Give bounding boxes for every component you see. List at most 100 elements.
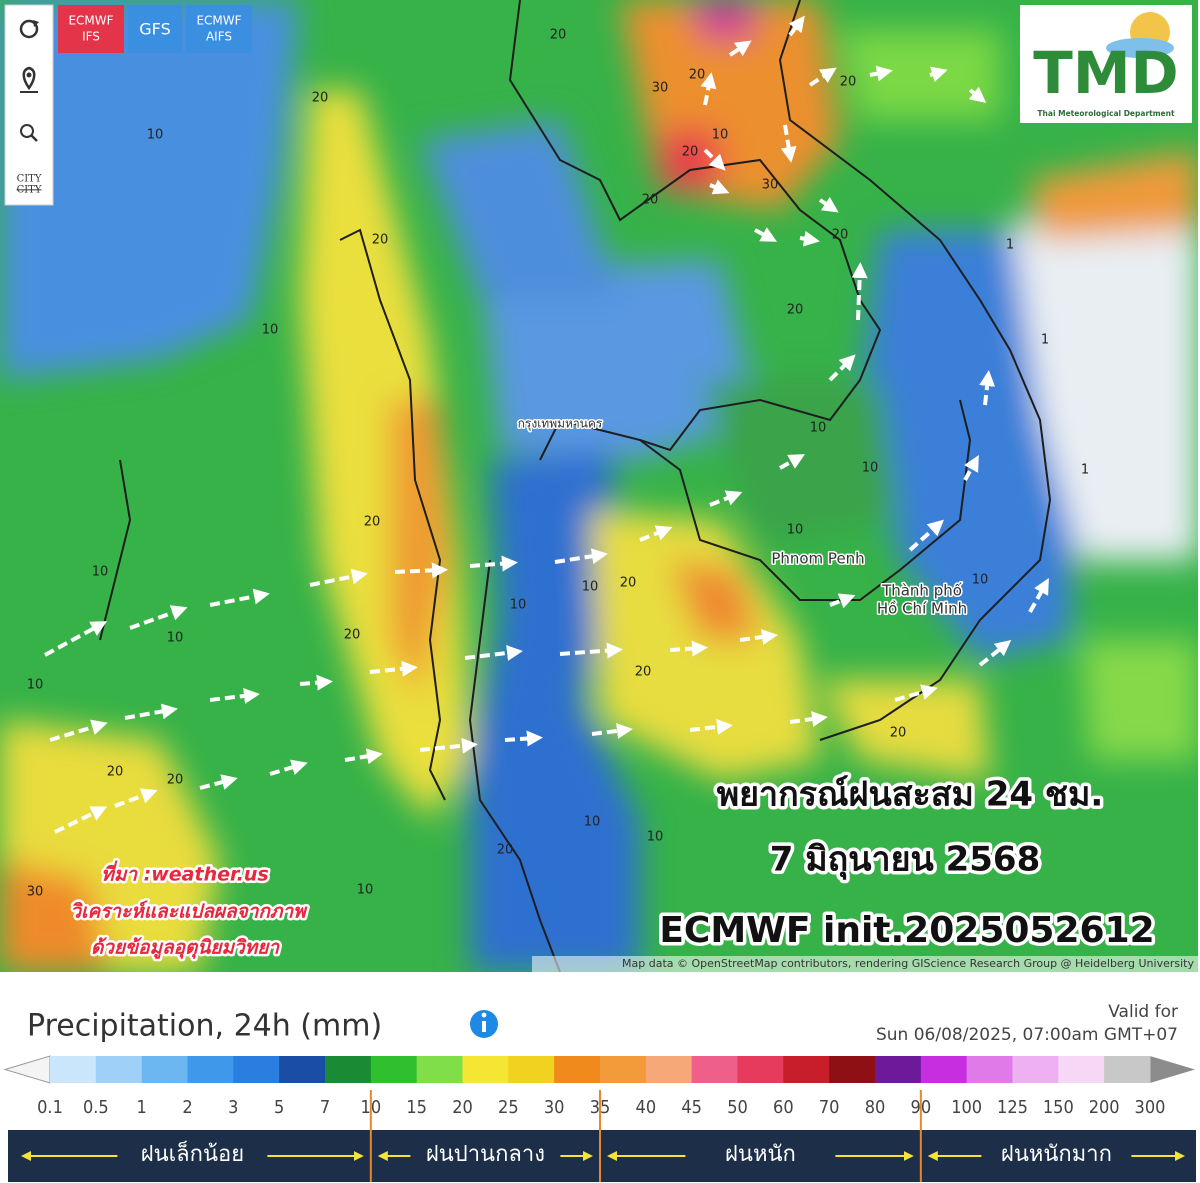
logo: TMD Thai Meteorological Department bbox=[1020, 5, 1192, 123]
city-button-alt[interactable]: CITY bbox=[17, 185, 42, 196]
wind-arrow bbox=[968, 86, 987, 103]
wind-arrow bbox=[54, 806, 108, 834]
contour-label: 10 bbox=[147, 128, 164, 143]
wind-arrow bbox=[908, 519, 944, 552]
wind-arrow bbox=[739, 629, 778, 645]
model-label[interactable]: AIFS bbox=[206, 30, 232, 44]
attribution: Map data © OpenStreetMap contributors, r… bbox=[622, 957, 1194, 970]
scale-swatch bbox=[1104, 1056, 1151, 1083]
wind-arrow bbox=[728, 40, 752, 57]
source-note: ที่มา :weather.us วิเคราะห์และแปลผลจากภา… bbox=[68, 858, 311, 962]
wind-arrow bbox=[44, 621, 108, 657]
contour-label: 1 bbox=[1041, 333, 1049, 348]
contour-label: 20 bbox=[642, 193, 659, 208]
contour-label: 20 bbox=[832, 228, 849, 243]
contour-label: 10 bbox=[262, 323, 279, 338]
contour-label: 20 bbox=[787, 303, 804, 318]
title-line: พยากรณ์ฝนสะสม 24 ชม. bbox=[717, 775, 1104, 815]
model-button[interactable] bbox=[186, 5, 252, 53]
contour-label: 20 bbox=[550, 28, 567, 43]
model-label[interactable]: GFS bbox=[139, 20, 170, 39]
wind-arrow bbox=[344, 748, 383, 765]
scale-label: 70 bbox=[819, 1097, 840, 1118]
wind-arrow bbox=[419, 737, 478, 754]
source-line: วิเคราะห์และแปลผลจากภาพ bbox=[70, 900, 308, 923]
wind-arrow bbox=[209, 688, 260, 704]
model-label[interactable]: IFS bbox=[82, 30, 100, 44]
model-button[interactable] bbox=[128, 5, 182, 53]
wind-arrow bbox=[464, 645, 523, 661]
source-line: ด้วยข้อมูลอุตุนิยมวิทยา bbox=[91, 937, 280, 960]
scale-label: 20 bbox=[452, 1097, 473, 1118]
wind-arrow bbox=[209, 588, 270, 607]
model-label[interactable]: ECMWF bbox=[196, 14, 241, 28]
scale-label: 50 bbox=[727, 1097, 748, 1118]
model-label[interactable]: ECMWF bbox=[68, 14, 113, 28]
wind-arrow bbox=[818, 196, 839, 213]
valid-time: Sun 06/08/2025, 07:00am GMT+07 bbox=[876, 1025, 1178, 1045]
contour-label: 10 bbox=[27, 678, 44, 693]
scale-label: 5 bbox=[274, 1097, 284, 1118]
scale-label: 150 bbox=[1043, 1097, 1074, 1118]
scale-label: 3 bbox=[228, 1097, 238, 1118]
wind-arrow bbox=[199, 774, 238, 790]
wind-arrow bbox=[394, 562, 448, 579]
scale-swatch bbox=[279, 1056, 326, 1083]
logo-subtitle: Thai Meteorological Department bbox=[1037, 109, 1175, 118]
forecast-title: พยากรณ์ฝนสะสม 24 ชม. 7 มิถุนายน 2568 ECM… bbox=[656, 771, 1158, 955]
contour-label: 20 bbox=[107, 765, 124, 780]
scale-label: 200 bbox=[1089, 1097, 1120, 1118]
scale-label: 300 bbox=[1135, 1097, 1166, 1118]
place-label: Thành phố bbox=[881, 582, 963, 600]
side-panel bbox=[4, 4, 54, 206]
contour-label: 20 bbox=[372, 233, 389, 248]
wind-arrow bbox=[799, 230, 820, 247]
scale-label: 100 bbox=[951, 1097, 982, 1118]
scale-label: 2 bbox=[182, 1097, 192, 1118]
scale-label: 25 bbox=[498, 1097, 519, 1118]
wind-arrow bbox=[789, 711, 828, 727]
wind-arrow bbox=[779, 454, 805, 470]
zoom-button[interactable] bbox=[20, 124, 38, 142]
scale-label: 45 bbox=[681, 1097, 702, 1118]
borders bbox=[99, 0, 1052, 972]
place-label: กรุงเทพมหานคร bbox=[518, 417, 603, 432]
wind-arrow bbox=[504, 730, 543, 747]
contour-label: 10 bbox=[357, 883, 374, 898]
map: 20 10 20 10 20 20 10 10 20 20 10 10 20 20 10 10 10 20 10 30… bbox=[0, 0, 1198, 972]
wind-arrow bbox=[299, 674, 333, 691]
contour-label: 20 bbox=[840, 75, 857, 90]
category-label: ฝนหนักมาก bbox=[1001, 1142, 1112, 1167]
contour-label: 30 bbox=[652, 81, 669, 96]
wind-arrow bbox=[1028, 578, 1049, 613]
scale-swatch bbox=[554, 1056, 601, 1083]
place-label: Hồ Chí Minh bbox=[877, 600, 967, 618]
wind-arrow bbox=[929, 66, 948, 82]
scale-swatch bbox=[645, 1056, 693, 1083]
wind-arrow bbox=[369, 660, 418, 677]
location-button[interactable] bbox=[20, 66, 38, 93]
contour-label: 20 bbox=[620, 576, 637, 591]
wind-arrow bbox=[689, 718, 733, 735]
wind-arrows bbox=[44, 15, 1049, 834]
refresh-button[interactable] bbox=[19, 19, 39, 39]
model-button-active[interactable] bbox=[58, 5, 124, 53]
scale-label: 1 bbox=[137, 1097, 147, 1118]
contour-label: 10 bbox=[810, 421, 827, 436]
scale-label: 60 bbox=[773, 1097, 794, 1118]
logo-text: TMD bbox=[1033, 39, 1178, 107]
scale-swatch bbox=[875, 1056, 922, 1083]
wind-arrow bbox=[49, 719, 108, 742]
wind-arrow bbox=[669, 640, 708, 657]
info-icon[interactable] bbox=[470, 1010, 498, 1038]
contour-label: 20 bbox=[890, 726, 907, 741]
wind-arrow bbox=[309, 568, 368, 587]
wind-arrow bbox=[963, 455, 979, 481]
contour-label: 10 bbox=[584, 815, 601, 830]
contour-label: 20 bbox=[344, 628, 361, 643]
contour-label: 10 bbox=[972, 573, 989, 588]
city-button[interactable]: CITY bbox=[17, 174, 42, 185]
scale-swatch bbox=[141, 1056, 188, 1083]
source-line: ที่มา :weather.us bbox=[101, 861, 268, 886]
